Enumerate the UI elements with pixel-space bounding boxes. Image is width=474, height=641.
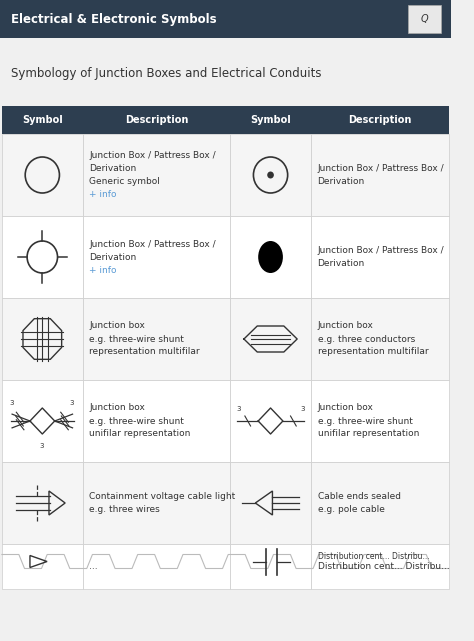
Circle shape (267, 172, 274, 178)
Bar (2, 134, 83, 216)
Bar (83, 134, 230, 216)
Bar (408, 5, 441, 33)
Text: Distribution cent... Distribu...: Distribution cent... Distribu... (318, 562, 449, 571)
Bar (2, 462, 83, 544)
Bar (83, 462, 230, 544)
Text: + info: + info (90, 265, 117, 274)
Bar (230, 216, 311, 298)
Text: 3: 3 (39, 443, 44, 449)
Text: + info: + info (90, 190, 117, 199)
Bar (83, 216, 230, 298)
Bar (2, 544, 83, 589)
Text: Containment voltage cable light: Containment voltage cable light (90, 492, 236, 501)
Text: Junction Box / Pattress Box /: Junction Box / Pattress Box / (90, 240, 216, 249)
Text: Derivation: Derivation (90, 164, 137, 173)
Text: representation multifilar: representation multifilar (90, 347, 200, 356)
Text: ...: ... (90, 562, 98, 571)
Text: 3: 3 (237, 406, 241, 412)
Text: 3: 3 (69, 400, 73, 406)
Bar (311, 216, 449, 298)
Text: Generic symbol: Generic symbol (90, 177, 160, 186)
Text: Distribution cent... Distribu...: Distribution cent... Distribu... (318, 552, 429, 561)
Bar (311, 134, 449, 216)
Text: Junction box: Junction box (318, 403, 374, 413)
Text: Symbol: Symbol (250, 115, 291, 125)
Bar (2, 106, 230, 134)
Text: Description: Description (125, 115, 188, 125)
Bar (230, 462, 311, 544)
Text: Q: Q (421, 14, 428, 24)
Bar (230, 106, 449, 134)
Text: Junction Box / Pattress Box /: Junction Box / Pattress Box / (318, 164, 444, 173)
Text: e.g. three conductors: e.g. three conductors (318, 335, 415, 344)
Bar (311, 462, 449, 544)
Bar (230, 380, 311, 462)
Text: Junction Box / Pattress Box /: Junction Box / Pattress Box / (90, 151, 216, 160)
Bar (2, 216, 83, 298)
Text: unifilar representation: unifilar representation (318, 429, 419, 438)
Text: Electrical & Electronic Symbols: Electrical & Electronic Symbols (11, 13, 217, 26)
Bar (83, 544, 230, 589)
Bar (230, 544, 311, 589)
Text: Derivation: Derivation (90, 253, 137, 262)
Text: Junction box: Junction box (90, 403, 145, 413)
Bar (2, 380, 83, 462)
Bar (2, 298, 83, 380)
Text: 3: 3 (9, 400, 14, 406)
Text: Derivation: Derivation (318, 259, 365, 268)
Text: e.g. pole cable: e.g. pole cable (318, 505, 384, 514)
Text: Derivation: Derivation (318, 177, 365, 186)
Text: Cable ends sealed: Cable ends sealed (318, 492, 401, 501)
Bar (311, 544, 449, 589)
Text: Symbology of Junction Boxes and Electrical Conduits: Symbology of Junction Boxes and Electric… (11, 67, 322, 79)
Text: Description: Description (348, 115, 411, 125)
Ellipse shape (258, 241, 283, 273)
Bar (311, 298, 449, 380)
Bar (230, 134, 311, 216)
Text: e.g. three-wire shunt: e.g. three-wire shunt (90, 335, 184, 344)
Text: Junction box: Junction box (318, 322, 374, 331)
Text: e.g. three wires: e.g. three wires (90, 505, 160, 514)
Text: Symbol: Symbol (22, 115, 63, 125)
Text: Junction Box / Pattress Box /: Junction Box / Pattress Box / (318, 246, 444, 255)
Text: e.g. three-wire shunt: e.g. three-wire shunt (318, 417, 412, 426)
Text: Junction box: Junction box (90, 322, 145, 331)
Text: e.g. three-wire shunt: e.g. three-wire shunt (90, 417, 184, 426)
Bar (0, 0, 451, 38)
Text: unifilar representation: unifilar representation (90, 429, 191, 438)
Bar (230, 298, 311, 380)
Text: representation multifilar: representation multifilar (318, 347, 428, 356)
Bar (311, 380, 449, 462)
Text: 3: 3 (300, 406, 304, 412)
Bar (83, 298, 230, 380)
Bar (83, 380, 230, 462)
